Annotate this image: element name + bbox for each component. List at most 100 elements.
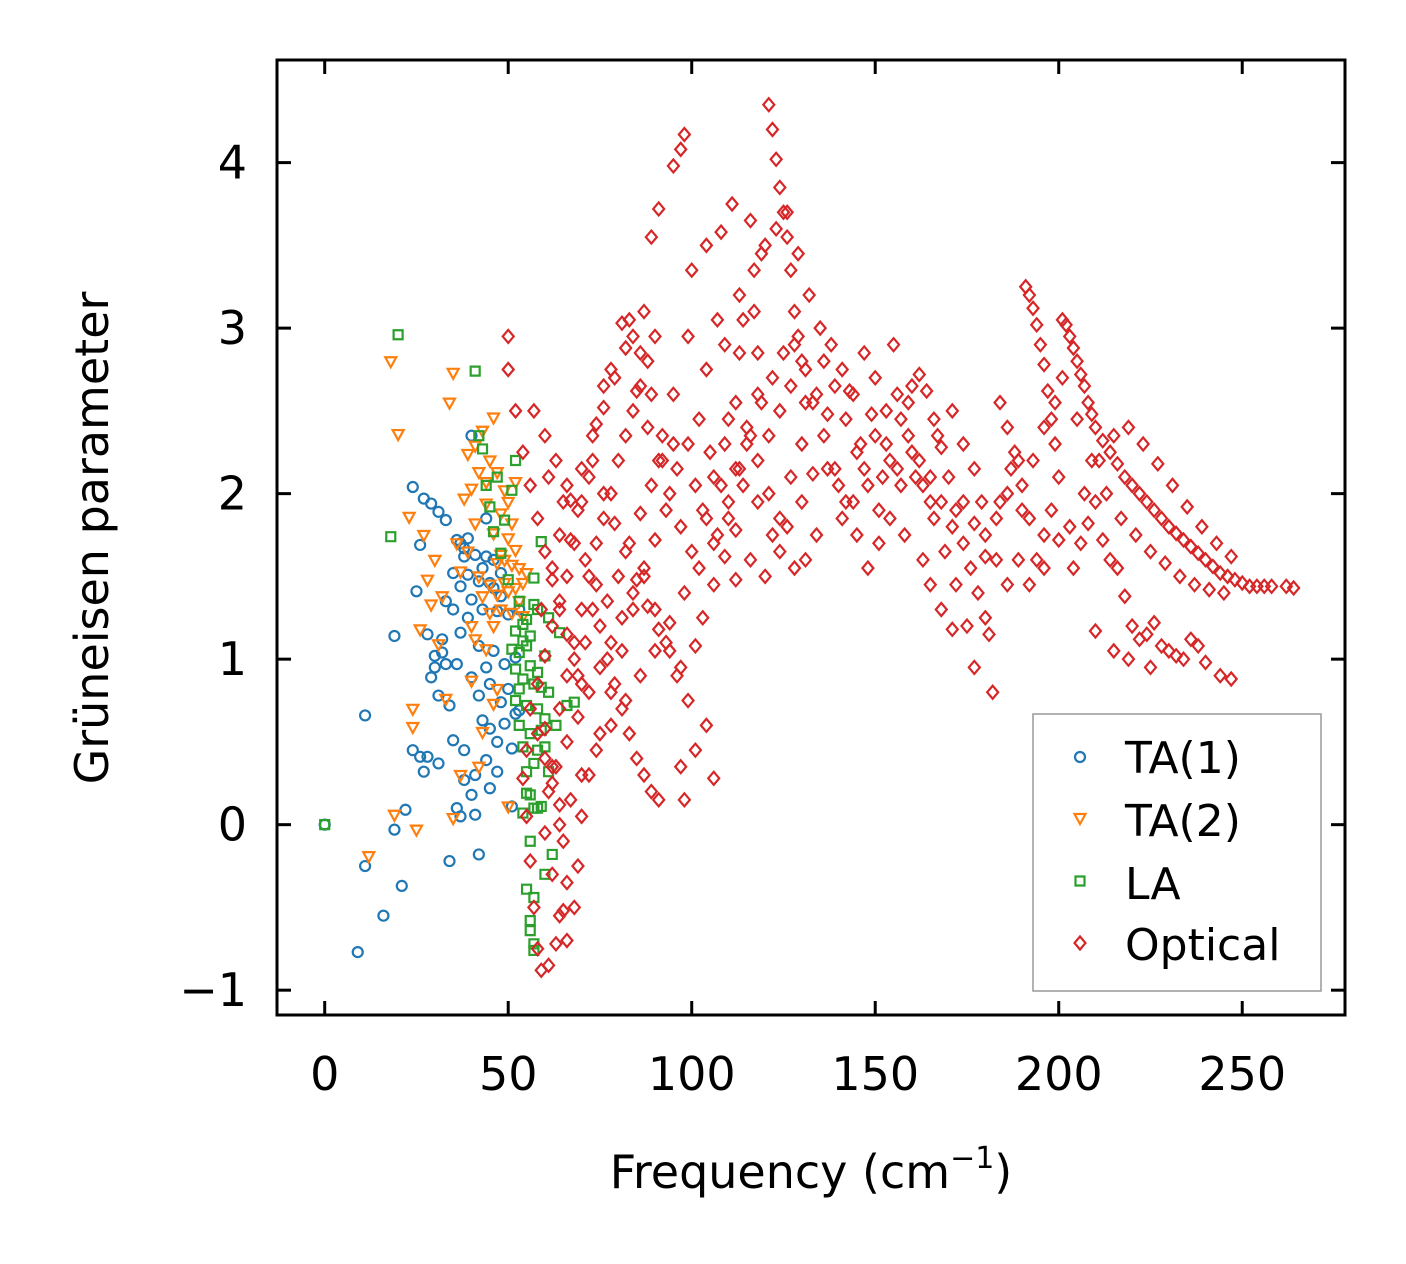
data-point (846, 493, 861, 511)
data-point (798, 551, 813, 569)
data-point (517, 807, 529, 819)
data-point (692, 559, 707, 577)
legend-label-ta2: TA(2) (1124, 796, 1241, 847)
data-point (1147, 501, 1162, 519)
data-point (578, 551, 593, 569)
data-point (1205, 558, 1220, 575)
data-point (475, 726, 490, 741)
data-point (464, 620, 479, 635)
data-point (971, 584, 985, 602)
data-point (541, 957, 556, 974)
data-point (556, 493, 571, 511)
data-point (879, 435, 894, 453)
data-point (508, 544, 523, 559)
data-point (662, 485, 677, 502)
data-point (831, 477, 846, 494)
legend-label-optical: Optical (1125, 920, 1280, 971)
data-point (520, 787, 533, 799)
data-point (502, 574, 514, 586)
x-axis-label-close: ) (994, 1145, 1012, 1199)
data-point (927, 410, 941, 428)
data-point (838, 410, 853, 428)
data-point (1095, 531, 1110, 549)
data-point (673, 659, 688, 676)
data-point (489, 558, 505, 572)
data-point (537, 750, 552, 767)
data-point (509, 454, 522, 467)
data-point (615, 700, 629, 718)
data-point (1187, 576, 1202, 593)
data-point (1139, 493, 1154, 511)
data-point (1000, 419, 1015, 436)
data-point (629, 571, 644, 588)
data-point (1070, 410, 1085, 428)
data-point (1154, 637, 1169, 655)
data-point (447, 734, 460, 747)
data-point (428, 649, 441, 662)
data-point (692, 410, 707, 428)
x-tick-label: 200 (1015, 1047, 1103, 1101)
data-point (747, 261, 762, 279)
data-point (637, 559, 651, 577)
data-point (1180, 498, 1195, 516)
data-point (476, 443, 489, 455)
data-point (1132, 485, 1147, 502)
data-point (626, 584, 640, 602)
data-point (537, 720, 552, 737)
data-point (860, 477, 875, 494)
data-point (542, 686, 555, 698)
data-point (681, 435, 695, 453)
data-point (421, 750, 434, 763)
data-point (515, 770, 530, 787)
data-point (967, 515, 982, 532)
data-point (486, 528, 501, 542)
data-point (401, 511, 417, 526)
data-point (882, 510, 897, 527)
data-point (467, 518, 483, 532)
data-point (1022, 286, 1037, 304)
data-point (480, 661, 493, 674)
data-point (993, 493, 1007, 511)
data-point (1044, 501, 1059, 519)
data-point (552, 816, 567, 833)
data-point (1165, 477, 1180, 494)
data-point (1004, 460, 1018, 478)
data-point (445, 812, 461, 827)
data-point (989, 551, 1004, 569)
legend-marker-circle-icon (1073, 750, 1087, 764)
data-point (945, 621, 960, 638)
data-point (567, 535, 582, 552)
data-point (563, 791, 578, 809)
data-point (732, 286, 747, 304)
data-point (670, 460, 684, 478)
data-point (559, 874, 574, 891)
data-point (1191, 545, 1206, 562)
data-point (410, 585, 423, 598)
data-point (548, 935, 563, 953)
data-point (648, 642, 662, 660)
data-point (505, 742, 518, 755)
data-point (923, 468, 938, 486)
data-point (458, 744, 471, 757)
data-point (494, 696, 507, 709)
data-point (787, 303, 802, 320)
data-point (414, 538, 427, 552)
data-point (721, 493, 736, 511)
data-point (1128, 526, 1143, 544)
data-point (864, 405, 879, 423)
data-point (425, 497, 438, 510)
data-point (1227, 571, 1242, 588)
data-point (526, 899, 541, 916)
data-point (886, 336, 901, 353)
data-point (502, 682, 515, 696)
data-point (949, 576, 963, 593)
data-point (388, 823, 401, 836)
data-point (640, 419, 655, 436)
data-point (528, 572, 540, 584)
plot-marks (318, 96, 1301, 979)
data-point (1026, 300, 1040, 317)
data-point (772, 510, 787, 527)
data-point (978, 548, 993, 565)
data-point (622, 535, 637, 552)
data-point (772, 543, 787, 560)
